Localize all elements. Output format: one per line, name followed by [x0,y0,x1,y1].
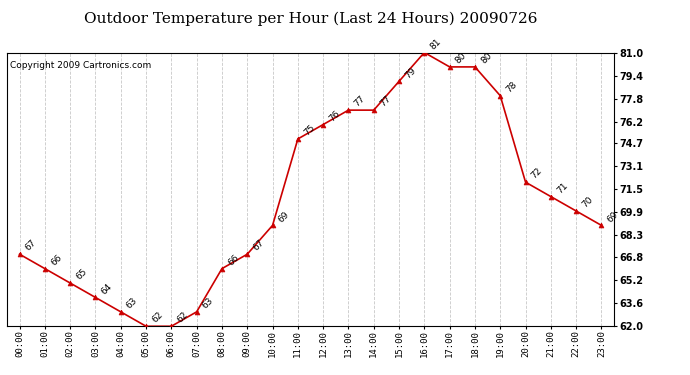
Text: 63: 63 [125,296,139,310]
Text: 70: 70 [580,195,595,210]
Text: Outdoor Temperature per Hour (Last 24 Hours) 20090726: Outdoor Temperature per Hour (Last 24 Ho… [83,11,538,26]
Text: 69: 69 [606,210,620,224]
Text: 77: 77 [378,94,393,109]
Text: 62: 62 [150,310,165,325]
Text: 69: 69 [277,210,291,224]
Text: 80: 80 [479,51,493,66]
Text: 80: 80 [454,51,469,66]
Text: 67: 67 [23,238,38,253]
Text: 72: 72 [530,166,544,181]
Text: 65: 65 [75,267,89,282]
Text: 66: 66 [226,253,241,267]
Text: 66: 66 [49,253,63,267]
Text: 78: 78 [504,80,519,94]
Text: Copyright 2009 Cartronics.com: Copyright 2009 Cartronics.com [10,61,151,70]
Text: 81: 81 [428,37,443,51]
Text: 79: 79 [403,65,417,80]
Text: 63: 63 [201,296,215,310]
Text: 64: 64 [99,282,114,296]
Text: 67: 67 [251,238,266,253]
Text: 75: 75 [302,123,317,138]
Text: 71: 71 [555,181,569,195]
Text: 62: 62 [175,310,190,325]
Text: 77: 77 [353,94,367,109]
Text: 76: 76 [327,109,342,123]
